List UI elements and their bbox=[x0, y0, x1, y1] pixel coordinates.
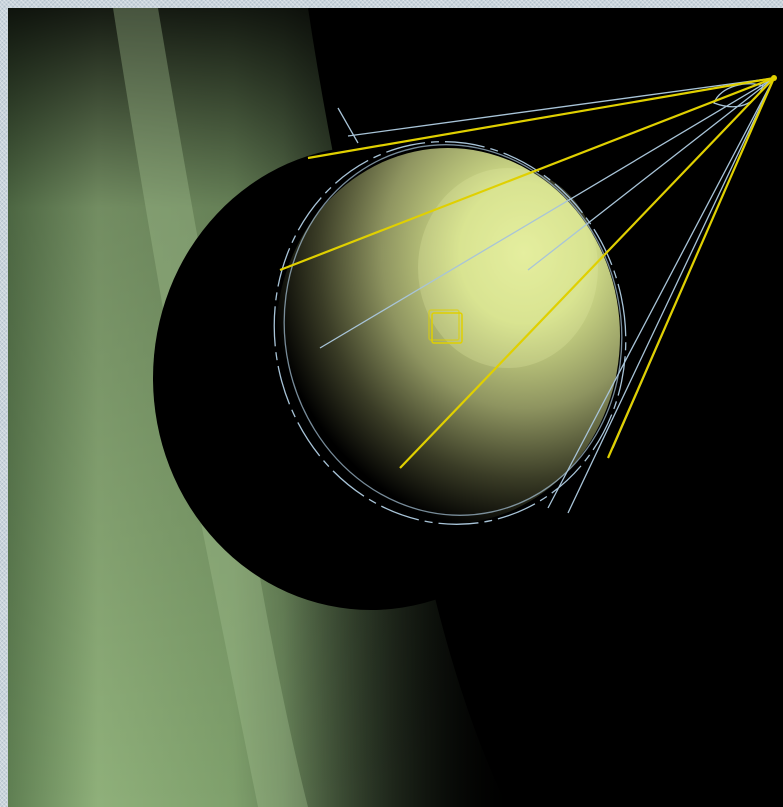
spot-light-rays bbox=[279, 76, 776, 469]
3d-viewport[interactable] bbox=[8, 8, 783, 807]
scene-canvas[interactable] bbox=[8, 8, 783, 807]
light-target-icon[interactable] bbox=[428, 309, 463, 344]
spot-light-icon[interactable] bbox=[771, 75, 777, 81]
sphere[interactable] bbox=[276, 148, 620, 524]
